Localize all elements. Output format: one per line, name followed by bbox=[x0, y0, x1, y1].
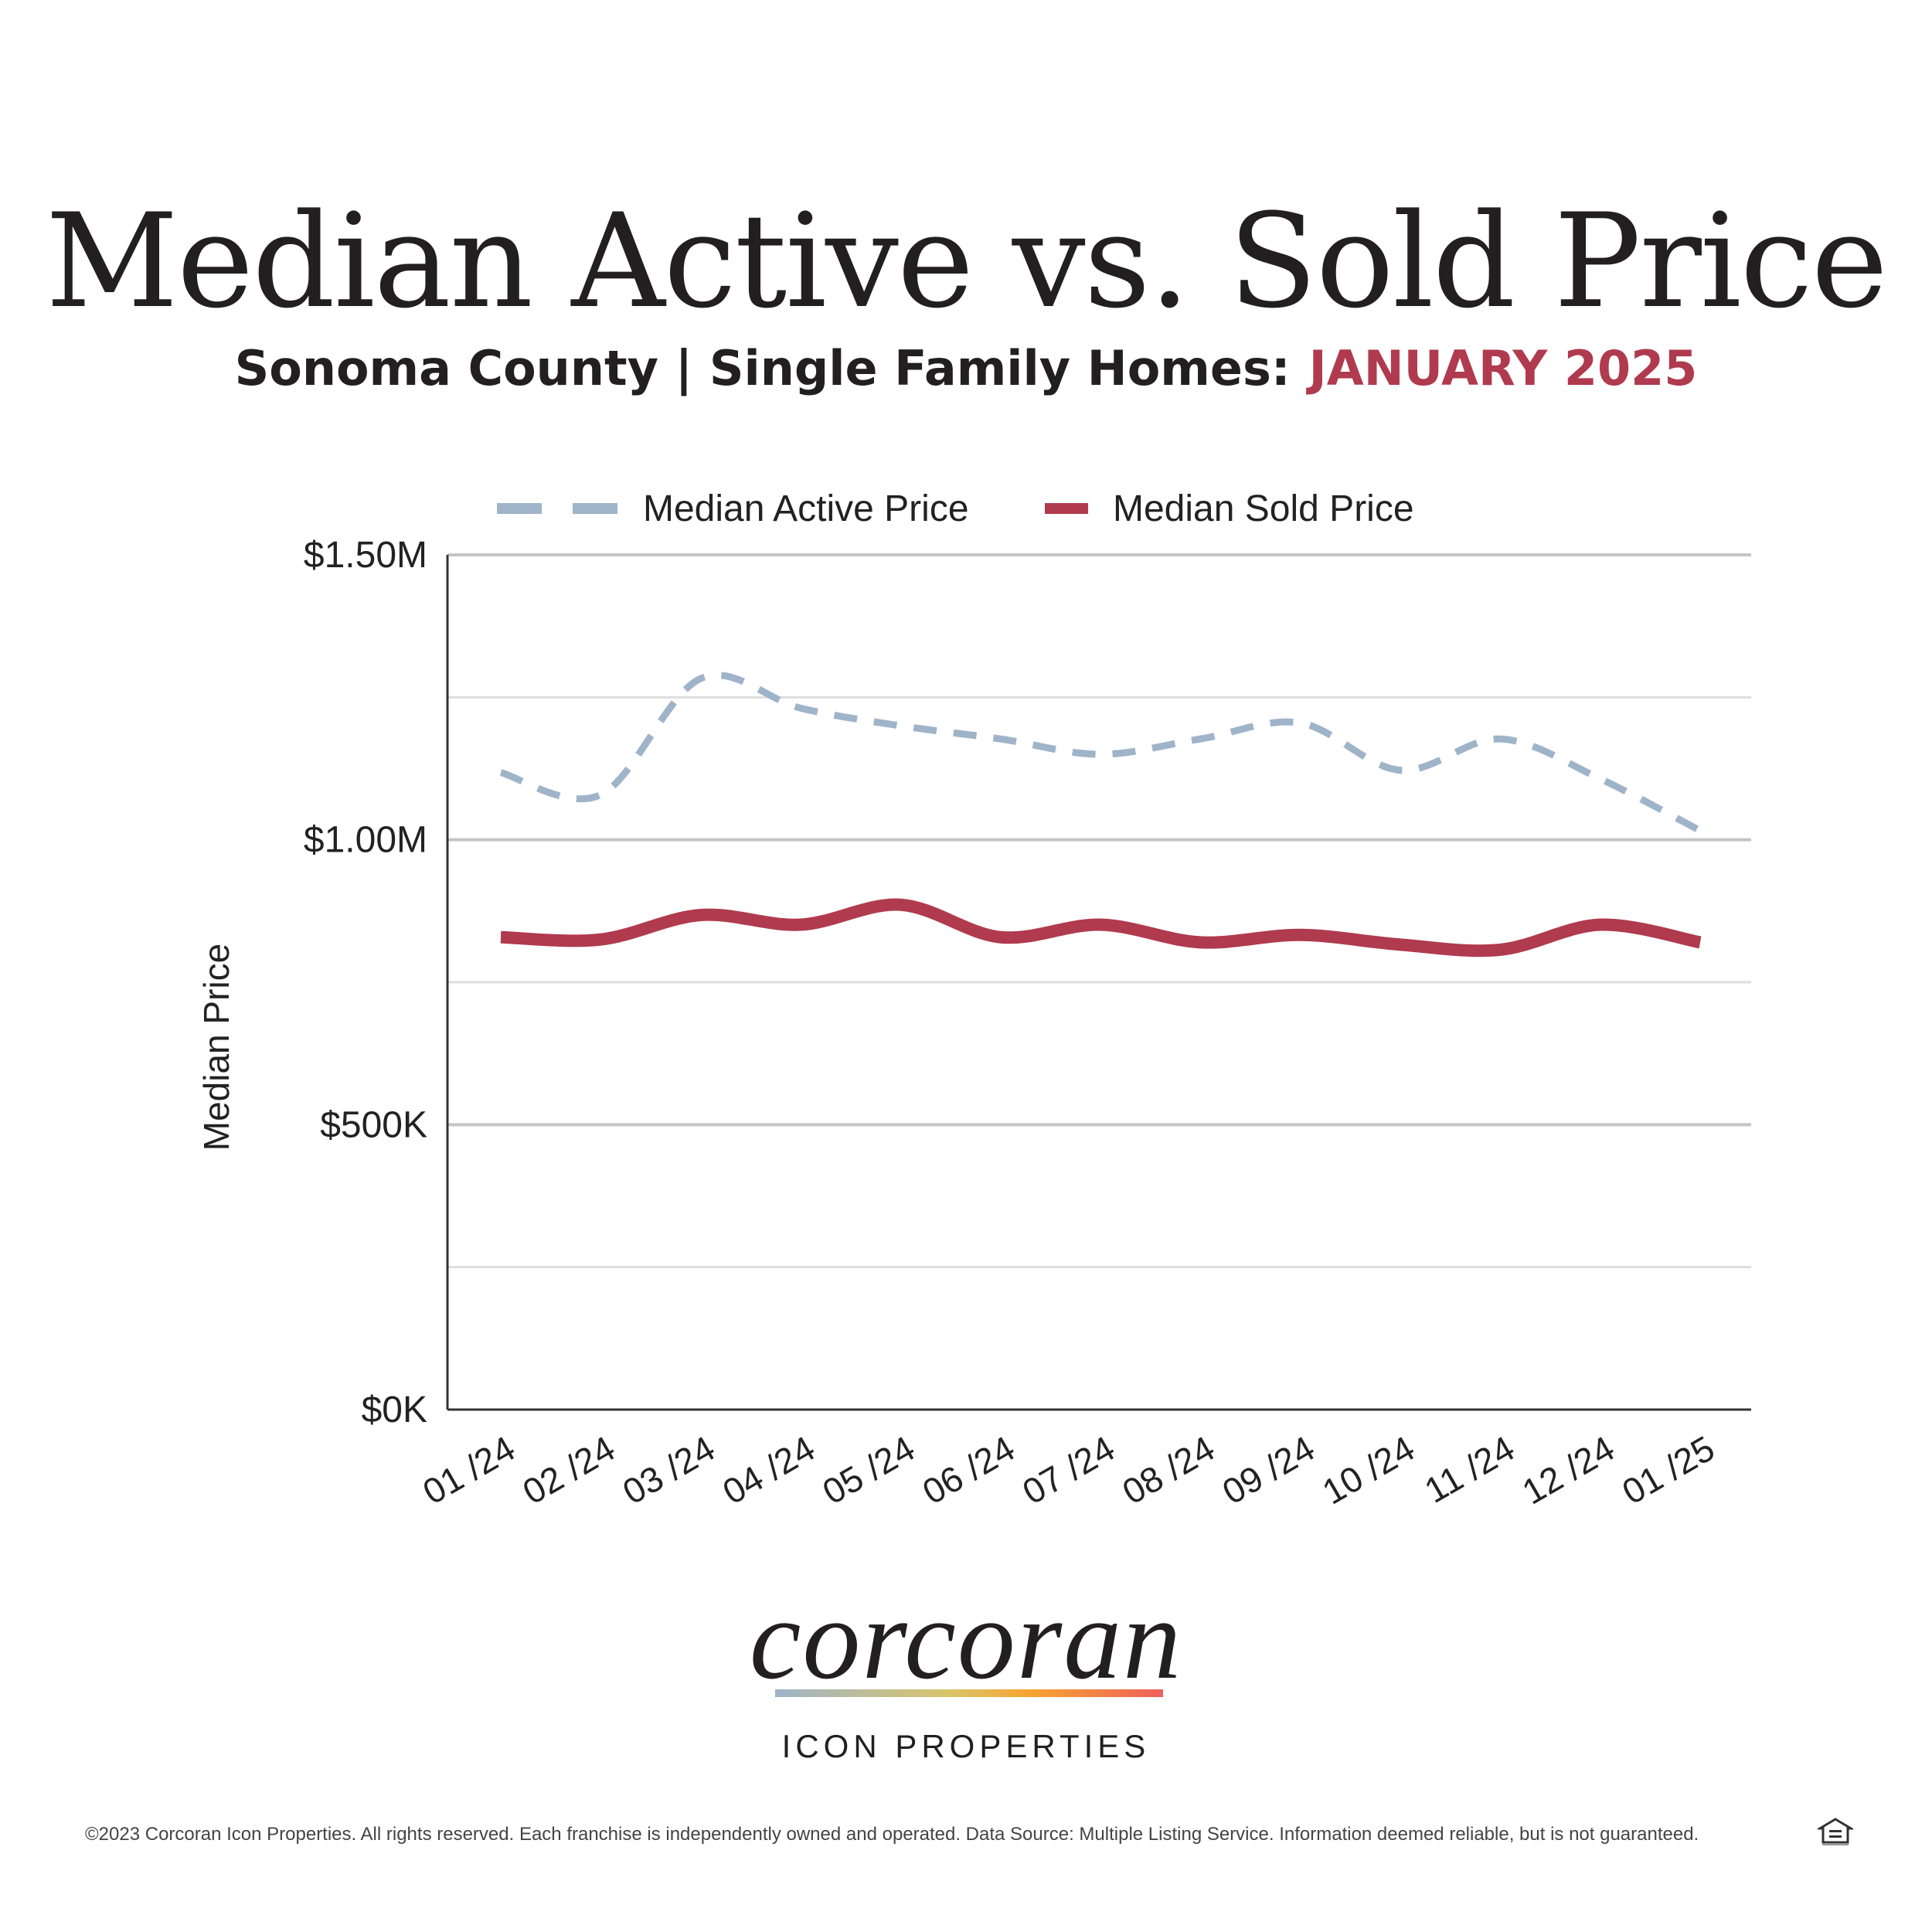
legend-label-sold: Median Sold Price bbox=[1113, 488, 1414, 529]
x-tick-label: 02 /24 bbox=[516, 1428, 622, 1512]
x-tick-label: 04 /24 bbox=[716, 1428, 821, 1512]
y-tick-label: $1.50M bbox=[304, 535, 427, 576]
brand-logo: corcoran bbox=[749, 1575, 1183, 1703]
subtitle-period: JANUARY 2025 bbox=[1308, 340, 1698, 396]
x-tick-label: 09 /24 bbox=[1216, 1428, 1321, 1512]
x-tick-label: 01 /24 bbox=[416, 1428, 522, 1512]
x-tick-label: 07 /24 bbox=[1015, 1428, 1121, 1512]
brand-subtitle: ICON PROPERTIES bbox=[781, 1728, 1151, 1764]
x-tick-label: 06 /24 bbox=[916, 1428, 1022, 1512]
x-tick-label: 05 /24 bbox=[816, 1428, 922, 1512]
x-tick-label: 11 /24 bbox=[1418, 1428, 1522, 1511]
page-title: Median Active vs. Sold Price bbox=[45, 185, 1888, 337]
x-tick-label: 03 /24 bbox=[616, 1428, 722, 1512]
x-tick-label: 12 /24 bbox=[1515, 1428, 1621, 1512]
y-tick-label: $0K bbox=[362, 1389, 427, 1430]
x-tick-label: 10 /24 bbox=[1315, 1428, 1421, 1512]
y-tick-label: $500K bbox=[320, 1104, 427, 1145]
subtitle-region: Sonoma County | Single Family Homes: bbox=[234, 340, 1291, 396]
legend-label-active: Median Active Price bbox=[643, 488, 969, 529]
series-line-sold bbox=[500, 898, 1702, 957]
footer-disclaimer: ©2023 Corcoran Icon Properties. All righ… bbox=[85, 1824, 1699, 1845]
y-axis-title: Median Price bbox=[196, 944, 236, 1151]
subtitle: Sonoma County | Single Family Homes: JANU… bbox=[0, 340, 1932, 396]
brand-gradient-bar bbox=[775, 1689, 1163, 1697]
equal-housing-opportunity-icon bbox=[1818, 1818, 1853, 1845]
y-tick-label: $1.00M bbox=[304, 820, 427, 861]
x-tick-label: 01 /25 bbox=[1615, 1428, 1721, 1512]
x-tick-label: 08 /24 bbox=[1116, 1428, 1222, 1512]
